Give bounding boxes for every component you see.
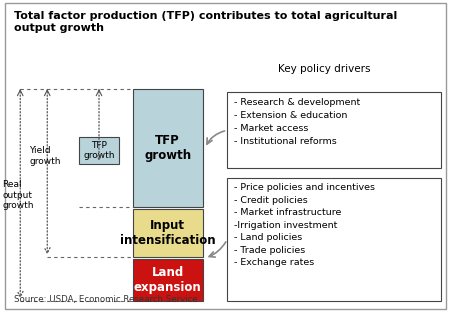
Text: Yield
growth: Yield growth: [29, 146, 61, 166]
Bar: [227, 178, 441, 301]
Bar: [79, 137, 119, 164]
Bar: [133, 209, 202, 257]
Text: Key policy drivers: Key policy drivers: [278, 64, 370, 74]
Bar: [133, 89, 202, 207]
Bar: [133, 259, 202, 301]
Text: Total factor production (TFP) contributes to total agricultural
output growth: Total factor production (TFP) contribute…: [14, 11, 397, 32]
Text: - Price policies and incentives
- Credit policies
- Market infrastructure
-Irrig: - Price policies and incentives - Credit…: [234, 183, 375, 267]
Text: - Research & development
- Extension & education
- Market access
- Institutional: - Research & development - Extension & e…: [234, 98, 360, 146]
Bar: [227, 92, 441, 168]
Text: Source: USDA, Economic Research Service: Source: USDA, Economic Research Service: [14, 295, 197, 304]
Text: Land
expansion: Land expansion: [134, 266, 202, 294]
Text: Real
output
growth: Real output growth: [2, 180, 34, 210]
Text: Input
intensification: Input intensification: [120, 219, 216, 247]
Text: TFP
growth: TFP growth: [83, 141, 115, 160]
Text: TFP
growth: TFP growth: [144, 134, 191, 162]
